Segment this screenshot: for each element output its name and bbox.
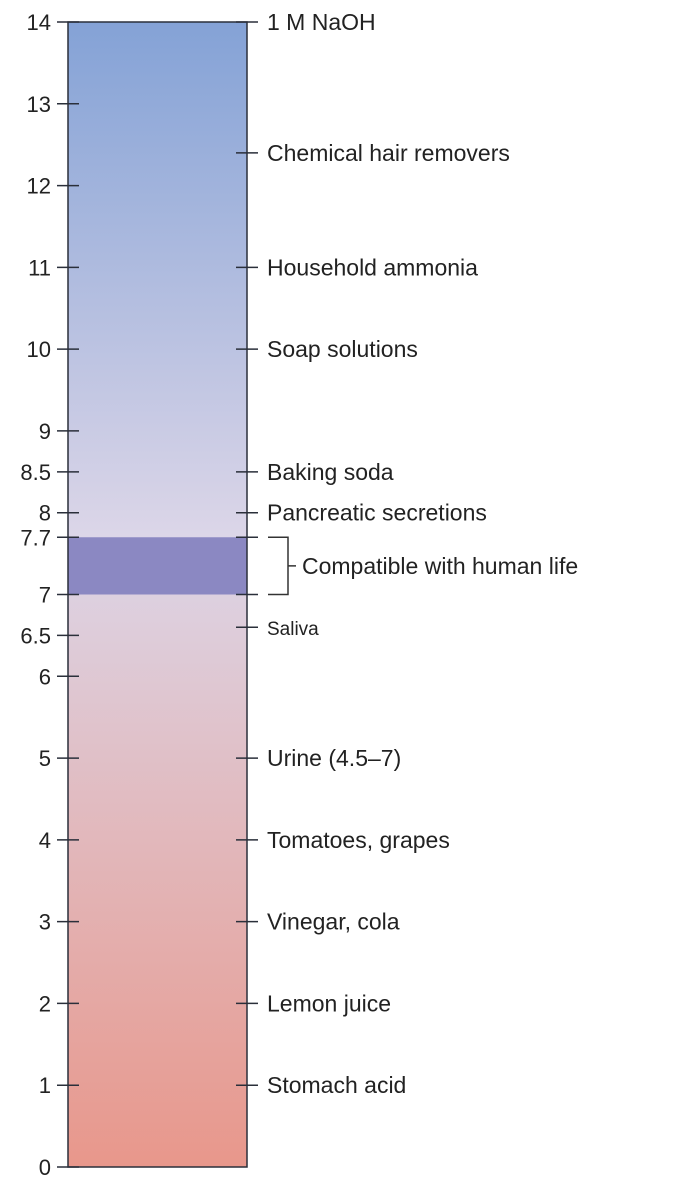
substance-label: Saliva: [267, 619, 319, 640]
left-tick-label: 4: [39, 828, 51, 853]
left-tick-label: 1: [39, 1073, 51, 1098]
human-life-bracket: [236, 536, 296, 596]
left-tick-label: 11: [28, 255, 51, 280]
left-tick-label: 3: [39, 910, 51, 935]
left-tick-label: 7.7: [20, 525, 51, 550]
substance-label: Urine (4.5–7): [267, 745, 401, 771]
substance-label: Vinegar, cola: [267, 909, 400, 935]
human-life-label: Compatible with human life: [302, 553, 578, 579]
bracket-line: [268, 536, 296, 596]
substance-label: Household ammonia: [267, 254, 478, 280]
left-tick-label: 0: [39, 1155, 51, 1180]
left-tick-label: 12: [27, 174, 51, 199]
substance-label: Tomatoes, grapes: [267, 827, 450, 853]
left-tick-label: 7: [39, 583, 51, 608]
substance-label: Lemon juice: [267, 990, 391, 1016]
left-tick-label: 8.5: [20, 460, 51, 485]
left-tick-label: 14: [27, 10, 51, 35]
substance-label: Soap solutions: [267, 336, 418, 362]
substance-label: Baking soda: [267, 459, 394, 485]
left-tick-label: 8: [39, 501, 51, 526]
left-tick-label: 2: [39, 991, 51, 1016]
left-tick-label: 5: [39, 746, 51, 771]
left-tick-label: 10: [27, 337, 51, 362]
substance-label: Pancreatic secretions: [267, 500, 487, 526]
left-tick-label: 6: [39, 664, 51, 689]
substance-label: Stomach acid: [267, 1072, 406, 1098]
left-tick-label: 6.5: [20, 623, 51, 648]
left-tick-label: 13: [27, 92, 51, 117]
left-tick-label: 9: [39, 419, 51, 444]
substance-label: Chemical hair removers: [267, 140, 510, 166]
substance-label: 1 M NaOH: [267, 9, 376, 35]
human-life-range-band: [68, 537, 247, 595]
